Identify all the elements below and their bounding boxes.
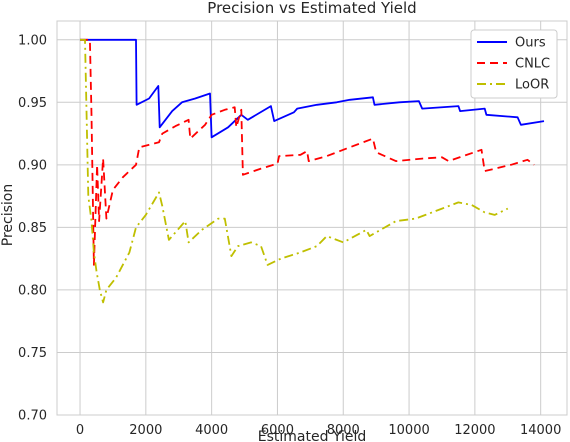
legend-label-loor: LoOR [515,78,549,93]
series-lines [80,38,545,304]
legend-frame [470,29,558,99]
x-tick-labels: 0 2000 4000 6000 8000 10000 12000 14000 [76,423,561,438]
y-tick-labels: 0.70 0.75 0.80 0.85 0.90 0.95 1.00 [18,33,47,423]
y-tick-label: 0.95 [18,96,47,111]
y-tick-label: 1.00 [18,33,47,48]
legend: Ours CNLC LoOR [470,29,558,99]
x-tick-label: 4000 [195,423,228,438]
y-axis-label: Precision [0,184,16,246]
series-line-cnlc [80,38,535,266]
x-tick-label: 0 [76,423,84,438]
legend-label-cnlc: CNLC [515,57,550,72]
plot-frame [56,20,568,416]
x-tick-label: 10000 [388,423,429,438]
series-line-loor [80,38,509,304]
y-tick-label: 0.75 [18,346,47,361]
y-tick-label: 0.80 [18,283,47,298]
x-tick-label: 2000 [129,423,162,438]
y-tick-label: 0.90 [18,158,47,173]
x-tick-label: 14000 [520,423,561,438]
y-tick-label: 0.85 [18,221,47,236]
x-tick-label: 12000 [454,423,495,438]
x-tick-label: 6000 [261,423,294,438]
legend-label-ours: Ours [515,36,546,51]
series-line-ours [80,38,545,139]
chart-title: Precision vs Estimated Yield [207,0,416,17]
x-tick-label: 8000 [327,423,360,438]
y-tick-label: 0.70 [18,409,47,424]
x-axis-label: Estimated Yield [258,429,367,442]
